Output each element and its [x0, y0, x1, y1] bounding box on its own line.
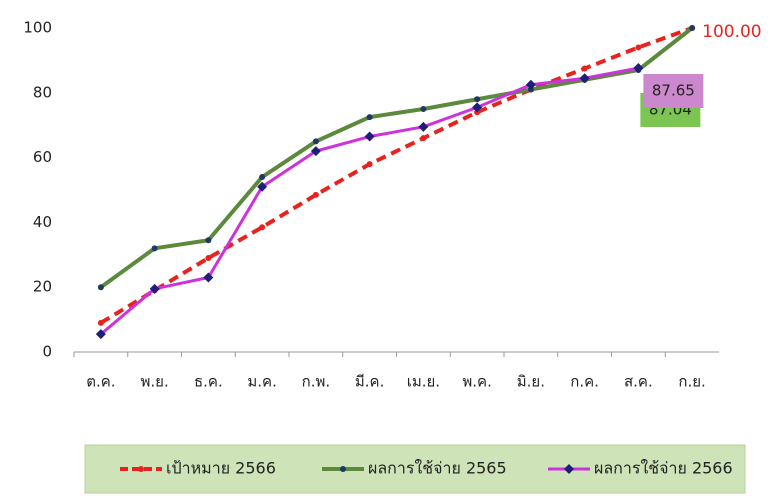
- x-tick-label: มี.ค.: [355, 373, 384, 391]
- marker: [581, 65, 588, 72]
- x-tick-label: เม.ย.: [407, 373, 440, 391]
- y-tick-label: 20: [33, 278, 52, 296]
- series-line: [99, 26, 694, 289]
- value-label: 87.65: [652, 82, 695, 100]
- y-tick-label: 60: [33, 148, 52, 166]
- marker: [366, 161, 373, 168]
- legend-label: ผลการใช้จ่าย 2565: [368, 459, 507, 478]
- marker: [312, 138, 319, 145]
- marker: [257, 181, 268, 192]
- marker: [366, 114, 373, 121]
- marker: [420, 106, 427, 112]
- x-tick-label: ส.ค.: [624, 373, 653, 391]
- x-tick-label: มิ.ย.: [517, 373, 545, 391]
- marker: [418, 121, 429, 132]
- marker: [420, 135, 427, 142]
- marker: [633, 63, 644, 74]
- x-tick-label: พ.ค.: [462, 373, 491, 391]
- marker: [259, 174, 266, 181]
- y-tick-label: 40: [33, 213, 52, 231]
- legend-label: เป้าหมาย 2566: [166, 459, 276, 478]
- marker: [472, 102, 483, 113]
- x-tick-label: ก.ค.: [570, 373, 599, 391]
- marker: [205, 255, 212, 262]
- y-tick-label: 80: [33, 83, 52, 101]
- marker: [689, 25, 696, 31]
- marker: [474, 96, 481, 103]
- value-label-box: [643, 74, 704, 109]
- x-tick-label: พ.ย.: [141, 373, 169, 391]
- marker: [205, 237, 212, 244]
- marker: [149, 283, 160, 294]
- y-tick-label: 100: [23, 19, 52, 37]
- y-tick-label: 0: [42, 343, 52, 361]
- x-tick-label: ก.ย.: [678, 373, 705, 391]
- x-tick-label: ต.ค.: [86, 373, 115, 391]
- marker: [95, 329, 106, 340]
- legend-label: ผลการใช้จ่าย 2566: [594, 459, 733, 478]
- marker: [579, 73, 590, 84]
- marker: [97, 284, 104, 291]
- marker: [203, 272, 214, 283]
- marker: [312, 191, 319, 198]
- marker: [340, 466, 346, 472]
- marker: [525, 79, 536, 90]
- marker: [310, 146, 321, 157]
- marker: [635, 44, 642, 51]
- marker: [259, 224, 266, 231]
- x-tick-label: ก.พ.: [302, 373, 331, 391]
- x-tick-label: ม.ค.: [247, 373, 276, 391]
- marker: [97, 319, 104, 326]
- marker: [151, 245, 158, 252]
- marker: [564, 464, 574, 474]
- series-line: [99, 26, 693, 325]
- marker: [138, 466, 144, 472]
- x-tick-label: ธ.ค.: [194, 373, 223, 391]
- series-line: [99, 66, 639, 336]
- value-label: 100.00: [702, 22, 761, 42]
- marker: [364, 131, 375, 142]
- legend-box: [84, 444, 746, 494]
